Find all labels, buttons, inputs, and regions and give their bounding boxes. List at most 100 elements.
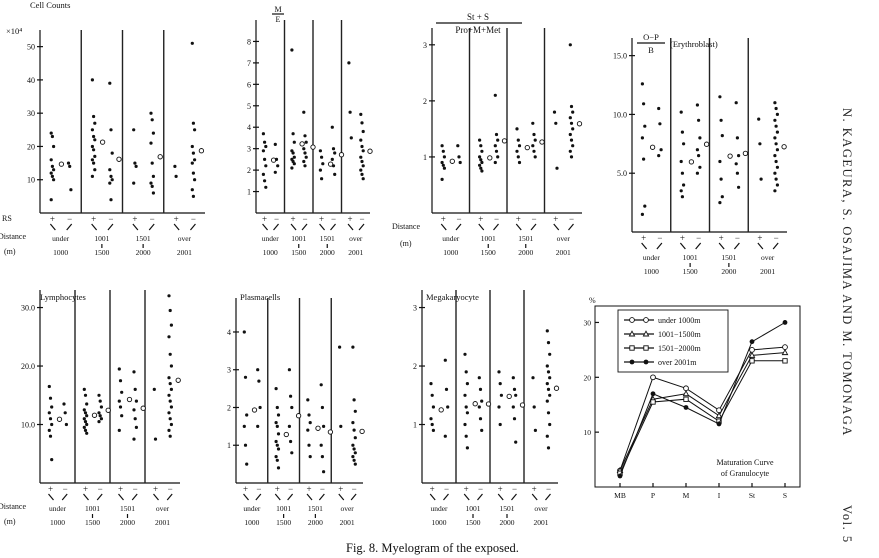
data-point xyxy=(151,131,155,135)
data-point xyxy=(720,134,724,138)
data-point xyxy=(568,132,572,137)
group-label-bottom: 2000 xyxy=(518,248,533,257)
data-point xyxy=(303,151,307,155)
rs-bracket xyxy=(153,493,159,501)
data-point xyxy=(292,162,296,166)
data-point xyxy=(353,436,357,440)
data-point xyxy=(132,370,136,374)
series-marker xyxy=(643,345,649,351)
rs-sign: + xyxy=(50,214,55,224)
legend-label: 1001−1500m xyxy=(658,330,702,339)
data-point xyxy=(291,151,295,155)
data-point xyxy=(679,159,683,164)
data-point xyxy=(496,155,500,159)
data-point xyxy=(757,117,761,121)
y-tick-label: 30 xyxy=(584,318,592,327)
rs-bracket xyxy=(49,223,56,231)
data-point xyxy=(320,455,324,459)
data-point xyxy=(120,390,124,394)
group-label-top: 1001 xyxy=(683,253,698,262)
data-point xyxy=(351,345,355,349)
data-point xyxy=(697,154,701,158)
data-point xyxy=(441,163,445,167)
data-point xyxy=(150,118,154,122)
y-tick-label: 2 xyxy=(247,166,251,175)
group-label-top: over xyxy=(349,234,363,243)
data-point xyxy=(568,149,572,153)
panel-title: Pro+M+Met xyxy=(455,25,501,35)
data-point xyxy=(92,114,96,119)
data-point xyxy=(446,405,450,409)
figure-caption: Fig. 8. Myelogram of the exposed. xyxy=(346,541,519,555)
mean-marker xyxy=(198,148,205,154)
data-point xyxy=(132,181,136,185)
data-point xyxy=(90,78,94,82)
group-label-top: 1501 xyxy=(518,234,533,243)
group-label-top: 1001 xyxy=(94,234,109,243)
series-marker xyxy=(629,345,635,351)
data-point xyxy=(478,163,482,167)
series-marker xyxy=(642,330,650,337)
data-point xyxy=(352,428,356,432)
data-point xyxy=(108,81,112,85)
data-point xyxy=(331,164,336,168)
mean-marker xyxy=(781,144,787,150)
data-point xyxy=(110,178,114,182)
data-point xyxy=(515,127,519,131)
mean-marker xyxy=(487,155,493,161)
rs-bracket xyxy=(656,242,663,250)
data-point xyxy=(191,121,195,125)
rs-sign: + xyxy=(91,214,96,224)
data-point xyxy=(499,393,503,397)
data-point xyxy=(98,414,102,418)
data-point xyxy=(735,136,740,140)
series-3 xyxy=(617,358,788,476)
mean-marker xyxy=(485,401,492,407)
mean-marker xyxy=(472,401,478,407)
data-point xyxy=(359,155,363,159)
data-point xyxy=(263,140,267,144)
series-marker xyxy=(749,358,755,364)
group-label-bottom: 1500 xyxy=(85,518,100,527)
x-tick-label: MB xyxy=(614,491,626,500)
data-point xyxy=(117,428,121,432)
data-point xyxy=(90,144,94,149)
rs-sign: + xyxy=(338,484,343,494)
data-point xyxy=(718,201,722,205)
mean-marker xyxy=(91,412,98,418)
rs-sign: + xyxy=(464,484,469,494)
data-point xyxy=(90,174,94,178)
rs-bracket xyxy=(695,242,702,250)
data-point xyxy=(191,171,195,175)
panel-title: E xyxy=(276,15,281,24)
group-label-top: 1001 xyxy=(481,234,496,243)
rs-sign: − xyxy=(444,484,449,494)
data-point xyxy=(190,188,194,192)
data-point xyxy=(319,383,323,387)
data-point xyxy=(120,414,124,418)
data-point xyxy=(291,132,295,136)
data-point xyxy=(150,161,154,165)
data-point xyxy=(360,159,364,164)
data-point xyxy=(273,170,277,174)
data-point xyxy=(775,148,780,152)
rs-sign: + xyxy=(553,214,558,224)
rs-sign: − xyxy=(67,214,72,224)
data-point xyxy=(546,446,551,450)
data-point xyxy=(479,144,483,148)
y-tick-label: 2 xyxy=(423,97,427,106)
mean-marker xyxy=(56,416,63,422)
series-marker xyxy=(748,351,756,358)
data-point xyxy=(303,134,307,138)
rs-sign: + xyxy=(348,214,353,224)
data-point xyxy=(50,405,54,409)
rs-sign: − xyxy=(320,484,325,494)
data-point xyxy=(290,48,294,52)
data-point xyxy=(479,166,483,170)
group-label-bottom: 1000 xyxy=(644,267,659,276)
data-point xyxy=(658,122,662,126)
mean-marker xyxy=(251,407,258,413)
mean-marker xyxy=(649,144,656,150)
